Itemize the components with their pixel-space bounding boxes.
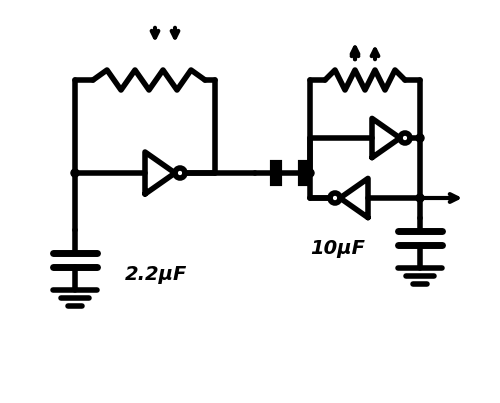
Circle shape (71, 169, 79, 177)
Text: 10μF: 10μF (310, 239, 365, 258)
Circle shape (306, 169, 314, 177)
Text: 2.2μF: 2.2μF (125, 266, 188, 285)
Circle shape (416, 134, 424, 142)
Bar (272, 162, 280, 184)
Bar (300, 162, 308, 184)
Circle shape (416, 194, 424, 202)
